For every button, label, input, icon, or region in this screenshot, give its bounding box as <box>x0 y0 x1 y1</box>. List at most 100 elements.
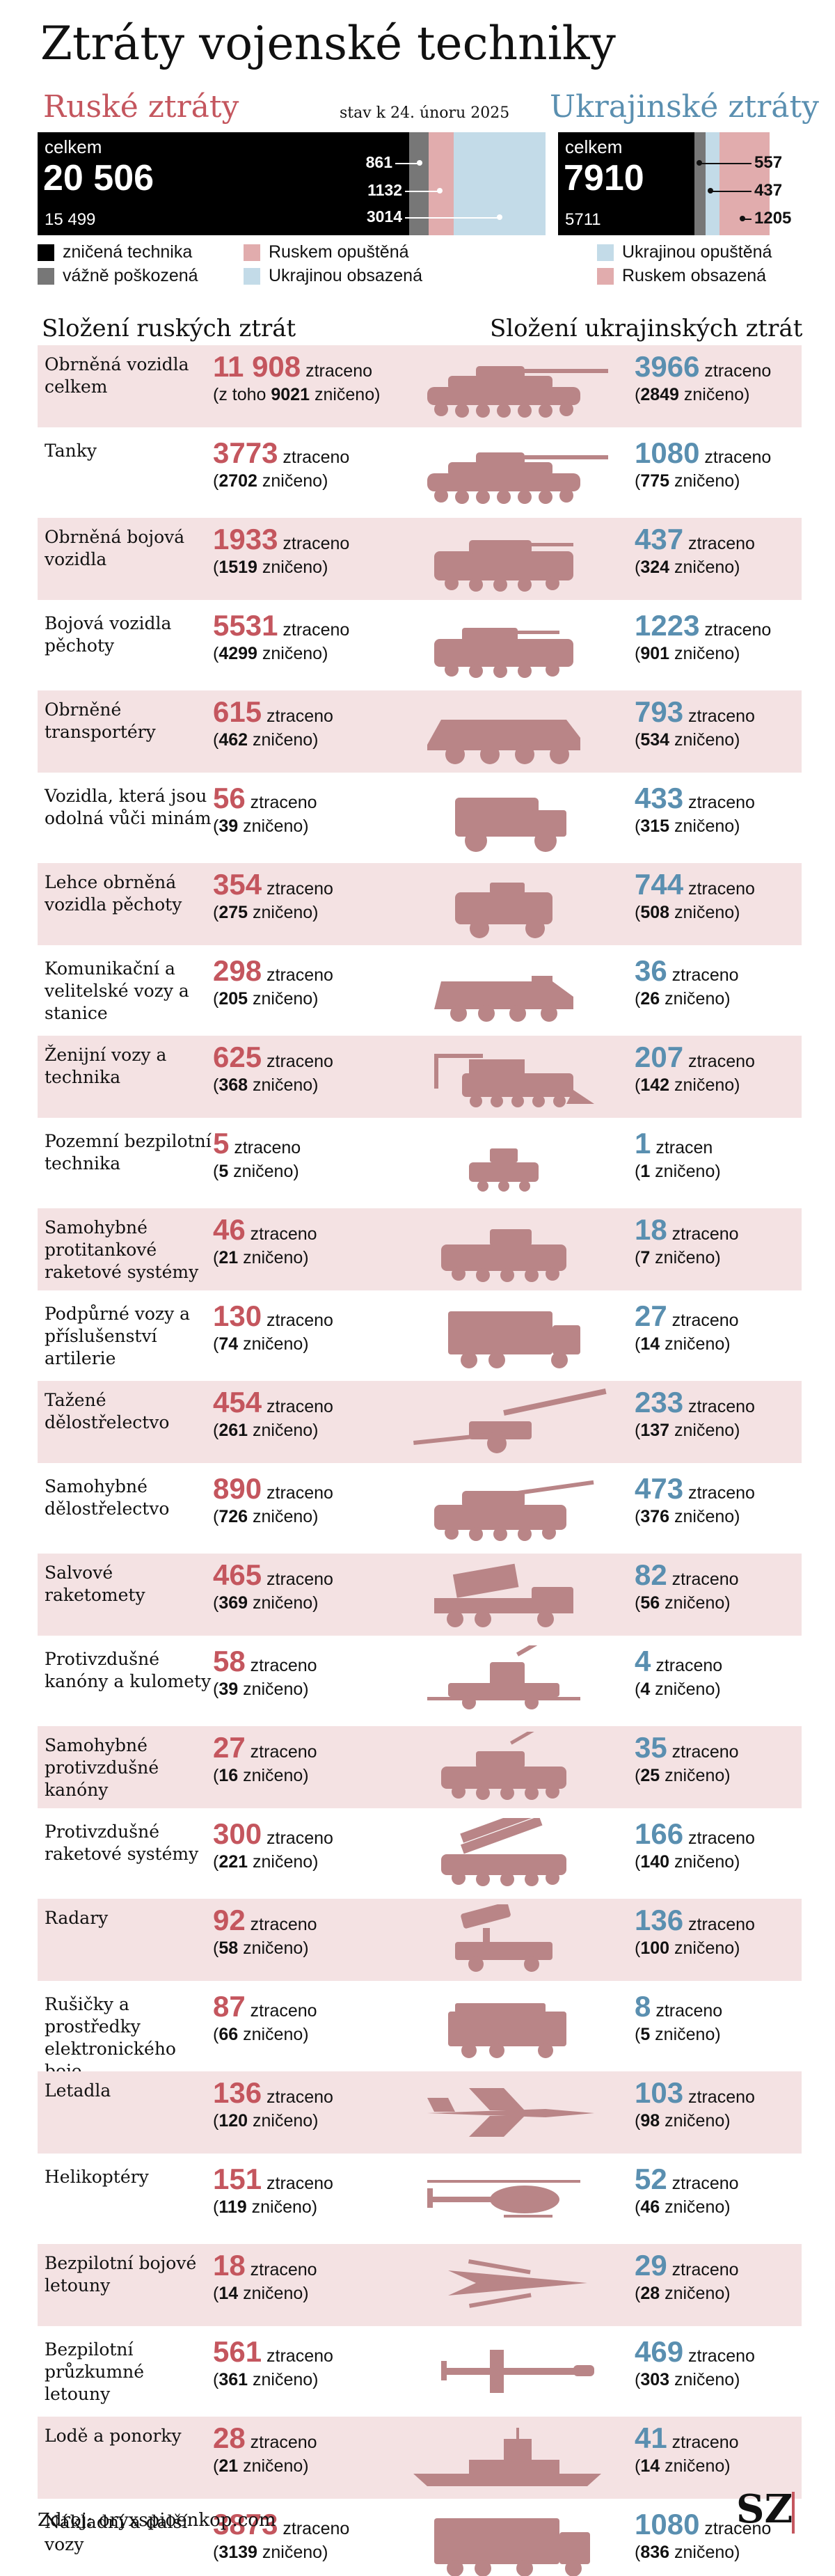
category-label: Samohybné dělostřelectvo <box>45 1476 170 1519</box>
ua-value: 207 ztraceno (142 zničeno) <box>635 1041 755 1096</box>
ru-lost-value: 625 <box>213 1041 262 1073</box>
table-row: Obrněné transportéry 615 ztraceno (462 zni… <box>38 690 802 773</box>
ua-lost-word: ztraceno <box>671 1311 739 1330</box>
ukraine-captured-value: 1205 <box>754 209 792 228</box>
ukraine-heading: Ukrajinské ztráty <box>550 89 819 125</box>
ukraine-summary-box: celkem 7910 5711 <box>558 132 770 235</box>
ru-destroyed-suffix: zničeno) <box>310 385 381 404</box>
ru-value: 454 ztraceno (261 zničeno) <box>213 1386 333 1441</box>
legend-destroyed-label: zničená technika <box>63 242 193 262</box>
ru-destroyed-value: 726 <box>218 1507 248 1526</box>
ua-lost-value: 233 <box>635 1386 684 1419</box>
legend-abandoned-ru: Ruskem opuštěná <box>244 242 409 262</box>
ua-lost-value: 1080 <box>635 2508 700 2541</box>
ua-destroyed-value: 46 <box>640 2197 660 2217</box>
ru-destroyed-value: 2702 <box>218 471 257 491</box>
ua-destroyed-value: 324 <box>640 558 670 577</box>
category-label: Tažené dělostřelectvo <box>45 1390 170 1432</box>
ua-lost-word: ztraceno <box>655 2001 723 2021</box>
ru-destroyed-value: 58 <box>218 1938 239 1958</box>
legend-captured-ru: Ukrajinou obsazená <box>244 266 422 286</box>
legend-abandoned-ru-label: Ruskem opuštěná <box>269 242 409 262</box>
ru-destroyed-value: 66 <box>218 2025 239 2044</box>
ua-lost-word: ztraceno <box>688 1483 755 1503</box>
table-row: Lodě a ponorky 28 ztraceno (21 zničeno) 41 … <box>38 2417 802 2499</box>
ew-vehicle-icon <box>385 1991 622 2063</box>
ua-value: 36 ztraceno (26 zničeno) <box>635 954 739 1009</box>
ua-destroyed-value: 5 <box>640 2025 651 2044</box>
ua-value: 1 ztracen (1 zničeno) <box>635 1127 721 1182</box>
category-label: Ženijní vozy a technika <box>45 1045 167 1087</box>
table-row: Vozidla, která jsou odolná vůči minám 56 … <box>38 777 802 859</box>
ru-destroyed-value: 5 <box>218 1162 229 1181</box>
ua-lost-value: 793 <box>635 695 684 728</box>
ru-lost-word: ztraceno <box>267 2087 333 2107</box>
table-row: Tanky 3773 ztraceno (2702 zničeno) 1080 ztr… <box>38 432 802 514</box>
ru-lost-word: ztraceno <box>250 1224 317 1244</box>
ru-lost-value: 58 <box>213 1645 246 1677</box>
apc-icon <box>385 696 622 768</box>
category-label: Protivzdušné raketové systémy <box>45 1822 199 1864</box>
russia-damaged-leader <box>395 163 419 164</box>
russia-total-label: celkem <box>45 136 102 157</box>
rocket-launcher-icon <box>385 1559 622 1631</box>
radar-icon <box>385 1902 622 1977</box>
russia-heading: Ruské ztráty <box>43 89 239 125</box>
ru-value: 87 ztraceno (66 zničeno) <box>213 1990 317 2045</box>
ru-destroyed-value: 39 <box>218 1680 239 1699</box>
jet-icon <box>385 2077 622 2149</box>
ru-lost-word: ztraceno <box>250 2260 317 2279</box>
ru-value: 300 ztraceno (221 zničeno) <box>213 1817 333 1872</box>
atgm-vehicle-icon <box>385 1214 622 1286</box>
ukraine-captured-dot <box>740 216 745 221</box>
ru-destroyed-value: 119 <box>218 2197 247 2217</box>
ru-lost-value: 87 <box>213 1990 246 2023</box>
ua-lost-word: ztraceno <box>688 706 755 726</box>
ukraine-total-label: celkem <box>565 136 623 157</box>
ru-value: 151 ztraceno (119 zničeno) <box>213 2163 333 2218</box>
ua-lost-value: 207 <box>635 1041 684 1073</box>
table-row: Komunikační a velitelské vozy a stanice 2… <box>38 949 802 1032</box>
ru-lost-word: ztraceno <box>267 2174 333 2193</box>
ru-destroyed-value: 4299 <box>218 644 257 663</box>
category-label: Protivzdušné kanóny a kulomety <box>45 1649 212 1691</box>
ru-lost-word: ztraceno <box>250 1742 317 1762</box>
ru-value: 5531 ztraceno (4299 zničeno) <box>213 609 350 664</box>
ru-destroyed-value: 3139 <box>218 2543 257 2562</box>
engineering-vehicle-icon <box>385 1041 622 1114</box>
russia-captured-dot <box>497 214 502 220</box>
ua-lost-word: ztraceno <box>688 1915 755 1934</box>
ru-destroyed-value: 16 <box>218 1766 239 1785</box>
ua-lost-value: 52 <box>635 2163 667 2195</box>
ua-lost-word: ztraceno <box>704 448 772 467</box>
category-label: Helikoptéry <box>45 2167 149 2187</box>
ru-destroyed-value: 369 <box>218 1593 248 1613</box>
ru-lost-value: 1933 <box>213 523 278 555</box>
helicopter-icon <box>385 2163 622 2236</box>
category-label: Pozemní bezpilotní technika <box>45 1131 212 1174</box>
ru-lost-value: 27 <box>213 1731 246 1764</box>
ua-lost-value: 18 <box>635 1213 667 1246</box>
table-row: Bezpilotní průzkumné letouny 561 ztraceno… <box>38 2330 802 2412</box>
ru-lost-word: ztraceno <box>267 965 333 985</box>
table-row: Rušičky a prostředky elektronického boje… <box>38 1985 802 2081</box>
mrap-icon <box>385 782 622 855</box>
towed-gun-icon <box>385 1386 622 1459</box>
ua-destroyed-value: 14 <box>640 2456 660 2476</box>
spaag-icon <box>385 1717 622 1804</box>
combat-drone-icon <box>385 2250 622 2322</box>
ua-lost-word: ztraceno <box>671 2260 739 2279</box>
ua-lost-value: 82 <box>635 1558 667 1591</box>
ua-destroyed-value: 100 <box>640 1938 670 1958</box>
ru-value: 465 ztraceno (369 zničeno) <box>213 1558 333 1613</box>
ua-destroyed-value: 28 <box>640 2284 660 2303</box>
ukraine-damaged-value: 557 <box>754 153 783 172</box>
ru-lost-word: ztraceno <box>283 534 350 553</box>
ukraine-abandoned-dot <box>708 188 713 193</box>
ru-destroyed-value: 462 <box>218 730 248 750</box>
legend-captured-ru-label: Ukrajinou obsazená <box>269 266 422 285</box>
russia-damaged-dot <box>417 160 422 166</box>
table-row: Bezpilotní bojové letouny 18 ztraceno (14 … <box>38 2244 802 2326</box>
table-row: Lehce obrněná vozidla pěchoty 354 ztracen… <box>38 863 802 945</box>
ua-destroyed-value: 534 <box>640 730 670 750</box>
